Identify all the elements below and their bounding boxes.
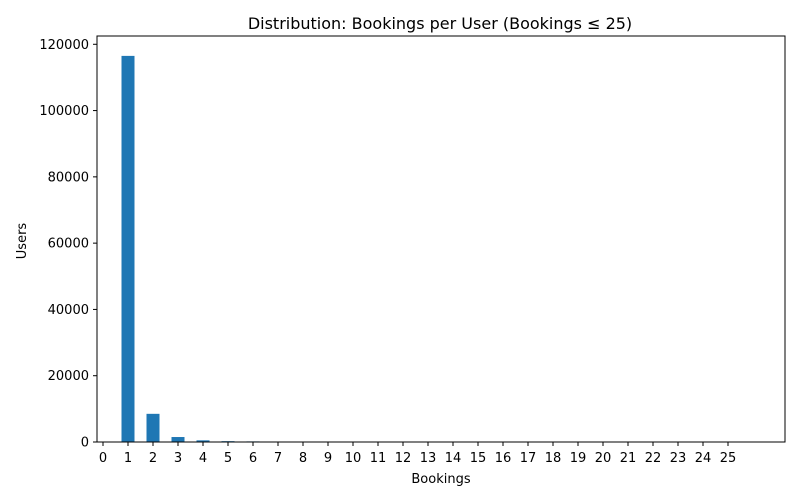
- y-tick-label-60000: 60000: [48, 237, 89, 252]
- x-tick-label-8: 8: [299, 451, 307, 466]
- bar-1: [121, 55, 135, 442]
- x-tick-label-10: 10: [345, 451, 362, 466]
- y-tick-label-40000: 40000: [48, 303, 89, 318]
- x-tick-label-25: 25: [720, 451, 737, 466]
- x-tick-label-17: 17: [520, 451, 537, 466]
- x-tick-label-13: 13: [420, 451, 437, 466]
- x-tick-label-2: 2: [149, 451, 157, 466]
- x-axis-label: Bookings: [411, 472, 470, 487]
- x-tick-label-9: 9: [324, 451, 332, 466]
- x-tick-label-23: 23: [670, 451, 687, 466]
- x-tick-label-1: 1: [124, 451, 132, 466]
- x-tick-label-21: 21: [620, 451, 637, 466]
- bar-3: [171, 437, 185, 442]
- x-tick-label-12: 12: [395, 451, 412, 466]
- x-tick-label-18: 18: [545, 451, 562, 466]
- y-axis-ticks: 0 20000 40000 60000 80000 100000 120000: [39, 38, 97, 451]
- x-tick-label-6: 6: [249, 451, 257, 466]
- x-tick-label-11: 11: [370, 451, 387, 466]
- bars-group: [121, 55, 510, 442]
- plot-area-frame: [96, 35, 786, 443]
- x-tick-label-24: 24: [695, 451, 712, 466]
- chart-title: Distribution: Bookings per User (Booking…: [248, 14, 632, 33]
- y-tick-label-120000: 120000: [39, 38, 89, 53]
- y-tick-label-0: 0: [81, 436, 89, 451]
- x-axis-ticks: 0 1 2 3 4 5 6 7 8 9 10 11 12 13 14 15 16 17 18 19 20 21 22 23 24…: [99, 442, 736, 466]
- x-tick-label-19: 19: [570, 451, 587, 466]
- y-tick-label-100000: 100000: [39, 104, 89, 119]
- x-tick-label-4: 4: [199, 451, 207, 466]
- x-tick-label-15: 15: [470, 451, 487, 466]
- y-tick-label-20000: 20000: [48, 369, 89, 384]
- bar-2: [146, 413, 160, 442]
- y-axis-label: Users: [15, 223, 30, 260]
- x-tick-label-20: 20: [595, 451, 612, 466]
- bar-4: [196, 440, 210, 442]
- x-tick-label-5: 5: [224, 451, 232, 466]
- x-tick-label-7: 7: [274, 451, 282, 466]
- x-tick-label-16: 16: [495, 451, 512, 466]
- x-tick-label-0: 0: [99, 451, 107, 466]
- x-tick-label-22: 22: [645, 451, 662, 466]
- y-tick-label-80000: 80000: [48, 170, 89, 185]
- x-tick-label-3: 3: [174, 451, 182, 466]
- x-tick-label-14: 14: [445, 451, 462, 466]
